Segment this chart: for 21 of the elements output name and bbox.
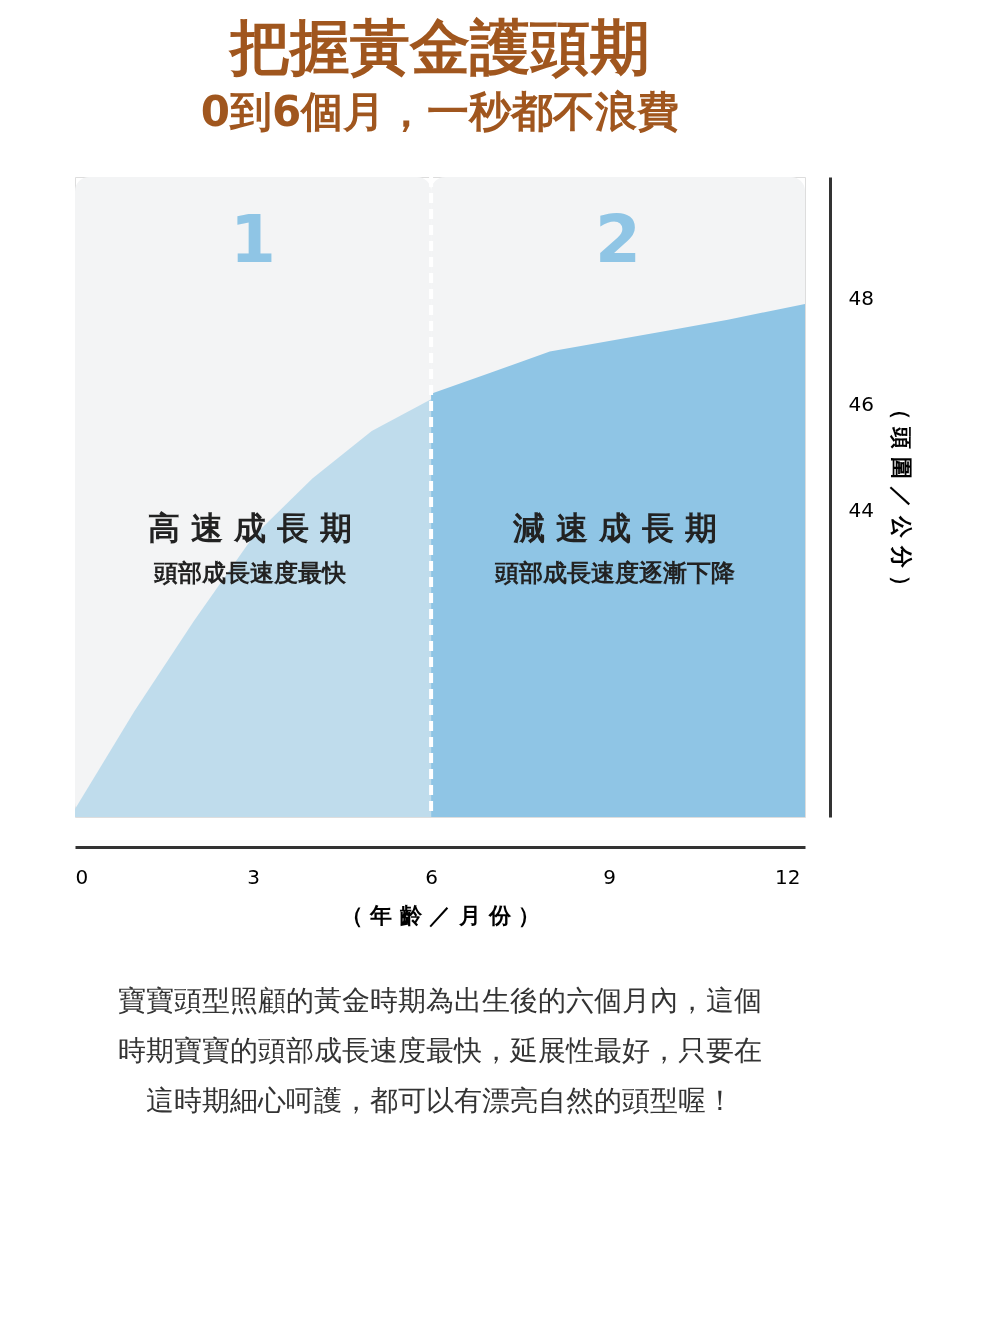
y-tick-label: 48 <box>848 286 874 311</box>
annotation: 頭部成長速度逐漸下降 <box>494 558 737 587</box>
x-tick-label: 6 <box>425 864 438 889</box>
chart-subtitle: 0到6個月，一秒都不浪費 <box>200 87 680 136</box>
chart-title: 把握黃金護頭期 <box>228 12 650 82</box>
y-axis-title: （ 頭 圍 ／ 公 分 ） <box>888 397 914 598</box>
text: 寶寶頭型照顧的黃金時期為出生後的六個月內，這個 <box>118 984 762 1017</box>
x-tick-label: 9 <box>603 864 617 889</box>
x-axis-title: （ 年 齡 ／ 月 份 ） <box>340 902 541 928</box>
band-label: 2 <box>595 201 642 278</box>
text: 這時期細心呵護，都可以有漂亮自然的頭型喔！ <box>146 1084 734 1117</box>
annotation: 減 速 成 長 期 <box>511 509 718 547</box>
annotation: 頭部成長速度最快 <box>153 558 348 587</box>
x-tick-label: 3 <box>247 864 260 889</box>
x-tick-label: 0 <box>75 864 89 889</box>
annotation: 高 速 成 長 期 <box>147 509 353 547</box>
band-label: 1 <box>230 201 277 278</box>
y-tick-label: 46 <box>848 391 874 416</box>
y-tick-label: 44 <box>848 497 874 522</box>
x-tick-label: 12 <box>774 864 801 889</box>
text: 時期寶寶的頭部成長速度最快，延展性最好，只要在 <box>118 1034 762 1067</box>
